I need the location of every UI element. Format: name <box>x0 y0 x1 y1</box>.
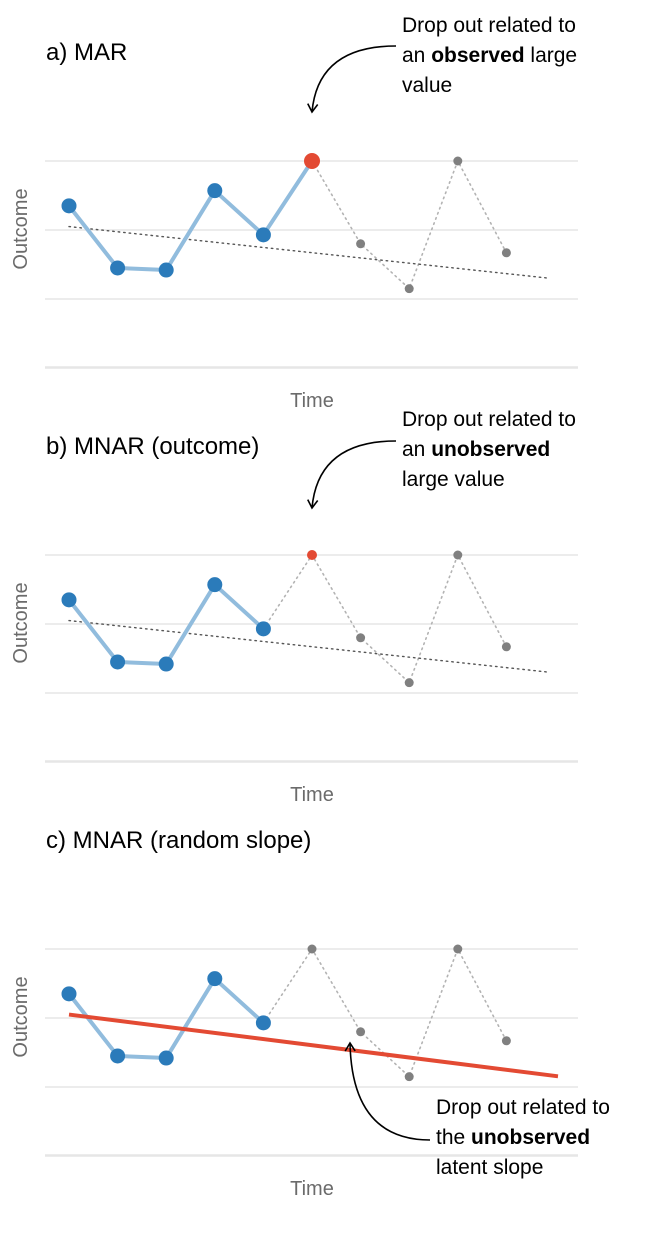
panel-3: c) MNAR (random slope) Outcome Time Drop ou… <box>10 827 610 1200</box>
unobserved-line <box>311 159 508 291</box>
observed-point <box>110 654 126 670</box>
observed-line <box>67 159 314 273</box>
annotation-text: Drop out related to <box>436 1096 610 1119</box>
x-axis-label: Time <box>290 1178 334 1200</box>
unobserved-point <box>307 944 317 954</box>
annotation-text: large <box>525 44 578 67</box>
annotation-text: value <box>402 74 452 97</box>
observed-point <box>61 592 77 608</box>
annotation-text: an <box>402 438 431 461</box>
annotation-text: latent slope <box>436 1156 543 1179</box>
unobserved-point <box>404 1072 414 1082</box>
observed-point <box>61 986 77 1002</box>
observed-point <box>207 183 223 199</box>
annotation-arrow <box>307 45 397 114</box>
unobserved-point <box>501 1036 511 1046</box>
unobserved-point <box>453 550 463 560</box>
unobserved-line <box>262 553 508 685</box>
panel-title: a) MAR <box>46 39 127 66</box>
observed-point <box>158 1050 174 1066</box>
unobserved-point <box>501 248 511 258</box>
latent-slope-line <box>68 1012 559 1079</box>
observed-point <box>255 621 271 637</box>
unobserved-point <box>404 284 414 294</box>
annotation: Drop out related to an unobserved large va… <box>402 408 576 491</box>
x-axis-label: Time <box>290 390 334 412</box>
annotation-text: the <box>436 1126 471 1149</box>
annotation-text: Drop out related to <box>402 408 576 431</box>
panel-title: c) MNAR (random slope) <box>46 827 311 854</box>
unobserved-line <box>262 947 508 1079</box>
unobserved-point <box>501 642 511 652</box>
annotation-text: unobserved <box>471 1126 590 1149</box>
y-axis-label: Outcome <box>10 976 32 1057</box>
unobserved-point <box>356 633 366 643</box>
observed-point <box>61 198 77 214</box>
annotation-arrow <box>307 440 397 510</box>
observed-point <box>207 971 223 987</box>
observed-point <box>255 227 271 243</box>
panel-1: a) MAR Outcome Time Drop out related to an o… <box>10 14 578 412</box>
trend-line <box>68 225 551 279</box>
dropout-point <box>304 153 320 169</box>
unobserved-point <box>404 678 414 688</box>
x-axis-label: Time <box>290 784 334 806</box>
y-axis-label: Outcome <box>10 188 32 269</box>
observed-point <box>158 656 174 672</box>
unobserved-point <box>453 156 463 166</box>
annotation: Drop out related to an observed large valu… <box>402 14 577 97</box>
dropout-point <box>307 550 317 560</box>
observed-point <box>255 1015 271 1031</box>
unobserved-point <box>356 1027 366 1037</box>
panel-title: b) MNAR (outcome) <box>46 433 259 460</box>
annotation-arrow <box>344 1041 431 1141</box>
annotation-text: unobserved <box>431 438 550 461</box>
observed-point <box>110 260 126 276</box>
unobserved-point <box>453 944 463 954</box>
annotation-text: an <box>402 44 431 67</box>
annotation-text: observed <box>431 44 524 67</box>
annotation-text: large value <box>402 468 505 491</box>
annotation-text: Drop out related to <box>402 14 576 37</box>
y-axis-label: Outcome <box>10 582 32 663</box>
annotation: Drop out related to the unobserved latent … <box>436 1096 610 1179</box>
observed-point <box>207 577 223 593</box>
observed-point <box>158 262 174 278</box>
panel-2: b) MNAR (outcome) Outcome Time Drop out rel… <box>10 408 578 806</box>
trend-line <box>68 619 551 673</box>
unobserved-point <box>356 239 366 249</box>
observed-point <box>110 1048 126 1064</box>
